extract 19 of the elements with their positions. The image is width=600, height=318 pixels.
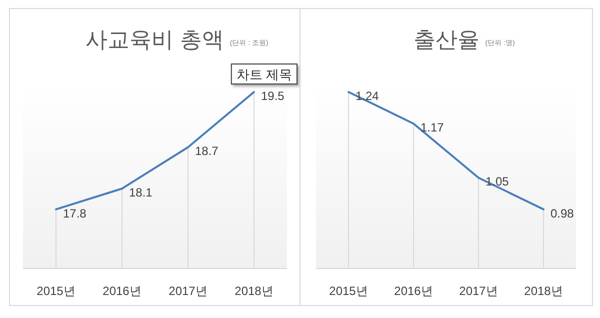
x-tick-label: 2015년 bbox=[36, 284, 76, 298]
x-tick-label: 2016년 bbox=[394, 284, 433, 298]
x-tick-label: 2016년 bbox=[102, 284, 142, 298]
data-label: 17.8 bbox=[63, 206, 87, 220]
x-tick-label: 2015년 bbox=[329, 284, 368, 298]
data-label: 1.24 bbox=[356, 89, 380, 103]
x-tick-label: 2018년 bbox=[524, 284, 563, 298]
chart-title: 사교육비 총액 bbox=[86, 27, 224, 52]
x-tick-label: 2017년 bbox=[168, 284, 208, 298]
text: 차트 제목 bbox=[236, 67, 292, 82]
data-label: 1.05 bbox=[486, 174, 510, 189]
data-label: 18.7 bbox=[195, 144, 219, 158]
data-label: 18.1 bbox=[129, 186, 153, 200]
x-tick-label: 2018년 bbox=[234, 284, 274, 298]
data-label: 0.98 bbox=[550, 206, 574, 220]
x-tick-label: 2017년 bbox=[459, 284, 498, 298]
chart-title: 출산율 bbox=[413, 27, 480, 52]
data-label: 19.5 bbox=[261, 89, 285, 103]
data-label: 1.17 bbox=[420, 120, 444, 135]
